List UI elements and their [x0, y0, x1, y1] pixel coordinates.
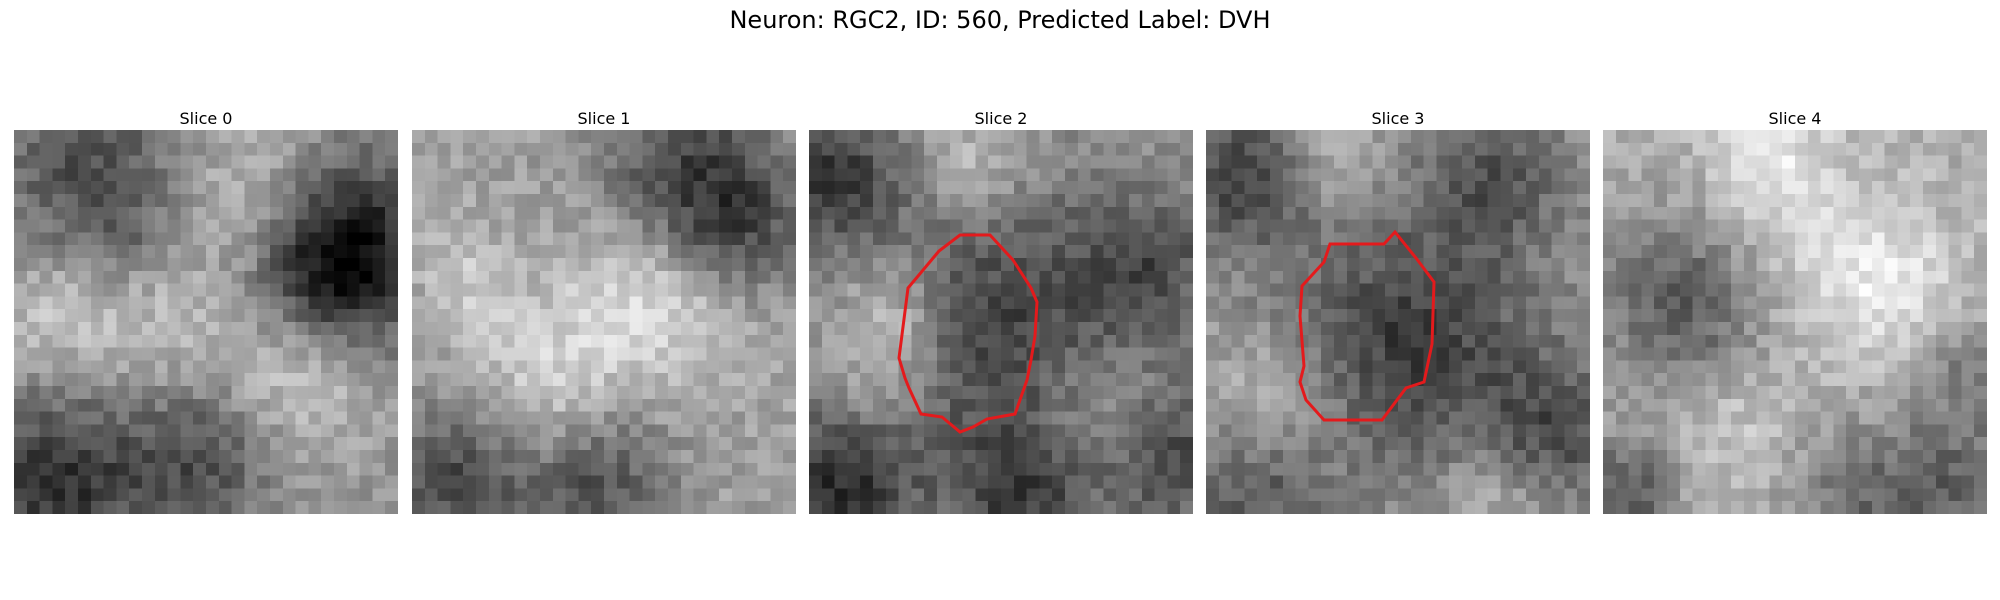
slice-image-4 [1603, 130, 1987, 514]
slice-overlay-4 [1603, 134, 1987, 518]
slice-panel-0: Slice 0 [14, 108, 398, 514]
slice-overlay-2 [897, 233, 1039, 434]
slice-image-2 [809, 130, 1193, 514]
slice-image-0 [14, 130, 398, 514]
slice-image-3 [1206, 130, 1590, 514]
slice-overlay-3 [1298, 229, 1436, 422]
slice-panel-1: Slice 1 [412, 108, 796, 514]
slice-panel-3: Slice 3 [1206, 108, 1590, 514]
slice-image-1 [412, 130, 796, 514]
slice-title-0: Slice 0 [179, 109, 233, 128]
slice-title-2: Slice 2 [974, 109, 1028, 128]
segmentation-outline [897, 233, 1039, 434]
figure-title: Neuron: RGC2, ID: 560, Predicted Label: … [729, 6, 1271, 34]
slice-title-3: Slice 3 [1371, 109, 1425, 128]
slice-title-4: Slice 4 [1768, 109, 1822, 128]
slice-panel-4: Slice 4 [1603, 108, 1987, 514]
slice-panel-2: Slice 2 [809, 108, 1193, 514]
slice-overlay-0 [14, 134, 398, 518]
segmentation-outline [1298, 229, 1436, 422]
slice-title-1: Slice 1 [577, 109, 631, 128]
slice-overlay-1 [412, 134, 796, 518]
